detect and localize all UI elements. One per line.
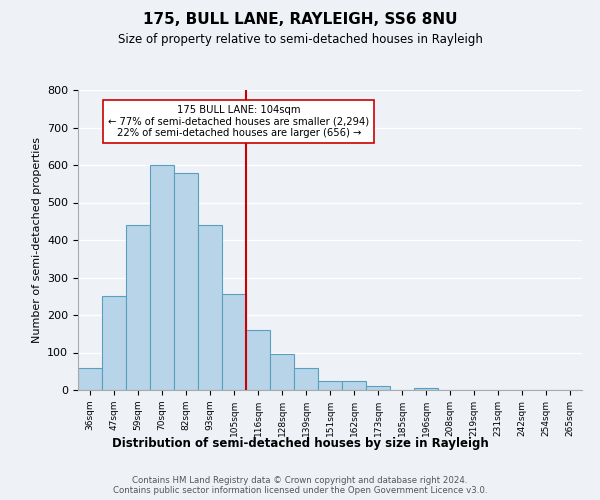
Bar (366, 386, 390, 390)
Bar (198, 225, 222, 390)
Text: Distribution of semi-detached houses by size in Rayleigh: Distribution of semi-detached houses by … (112, 438, 488, 450)
Bar (222, 294, 246, 390)
Bar (126, 225, 150, 390)
Y-axis label: Number of semi-detached properties: Number of semi-detached properties (32, 137, 41, 343)
Text: Size of property relative to semi-detached houses in Rayleigh: Size of property relative to semi-detach… (118, 32, 482, 46)
Text: 175 BULL LANE: 104sqm
← 77% of semi-detached houses are smaller (2,294)
22% of s: 175 BULL LANE: 104sqm ← 77% of semi-deta… (108, 105, 370, 138)
Text: Contains HM Land Registry data © Crown copyright and database right 2024.
Contai: Contains HM Land Registry data © Crown c… (113, 476, 487, 495)
Bar (318, 381, 342, 390)
Bar (246, 330, 270, 390)
Bar (102, 296, 126, 390)
Bar (414, 388, 438, 390)
Bar (342, 381, 366, 390)
Bar (78, 368, 102, 390)
Bar (150, 165, 174, 390)
Bar (270, 354, 294, 390)
Bar (294, 368, 318, 390)
Bar (174, 172, 198, 390)
Text: 175, BULL LANE, RAYLEIGH, SS6 8NU: 175, BULL LANE, RAYLEIGH, SS6 8NU (143, 12, 457, 28)
